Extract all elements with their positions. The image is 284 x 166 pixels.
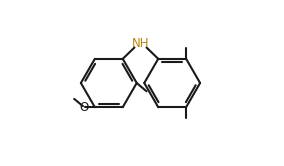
Text: O: O <box>79 101 89 114</box>
Text: NH: NH <box>132 37 149 50</box>
